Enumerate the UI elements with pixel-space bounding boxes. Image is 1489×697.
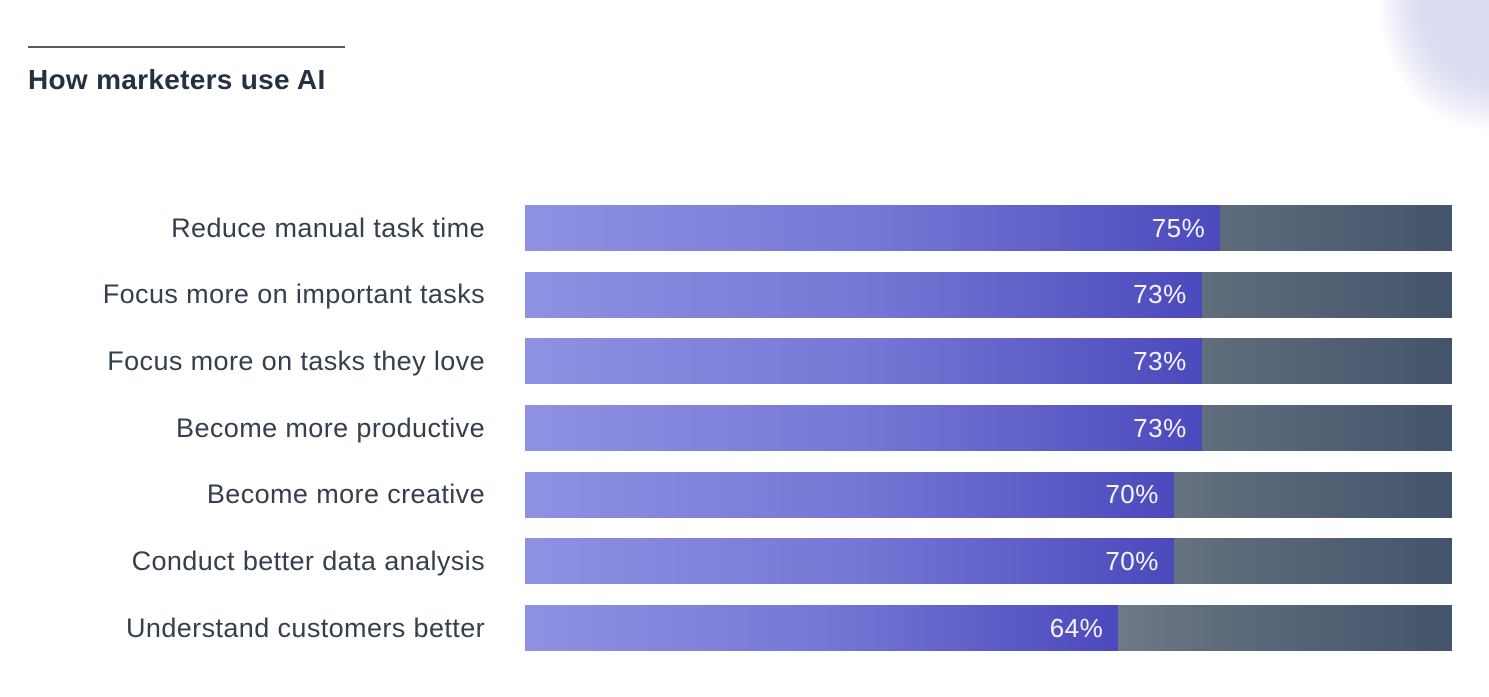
bar-track: 64%	[525, 605, 1452, 652]
bar-category-label: Reduce manual task time	[171, 212, 485, 243]
bar-track: 75%	[525, 205, 1452, 251]
title-rule	[28, 46, 345, 48]
bar-category-label: Understand customers better	[126, 612, 485, 643]
bar-value-label: 73%	[1133, 279, 1187, 310]
bar-track: 70%	[525, 471, 1452, 518]
bar-fill: 64%	[525, 605, 1119, 652]
bar-fill: 73%	[525, 405, 1202, 452]
bar-fill: 73%	[525, 271, 1202, 318]
bar-row: Understand customers better 64%	[28, 605, 1452, 652]
bar-value-label: 73%	[1133, 345, 1187, 376]
page-title: How marketers use AI	[28, 64, 326, 95]
bar-fill: 70%	[525, 538, 1174, 585]
bar-row: Conduct better data analysis 70%	[28, 538, 1452, 585]
bar-rows: Reduce manual task time 75% Focus more on …	[28, 205, 1452, 652]
bar-category-label: Become more creative	[206, 479, 485, 510]
bar-row: Become more creative 70%	[28, 471, 1452, 518]
bar-fill: 73%	[525, 338, 1202, 385]
bar-value-label: 75%	[1151, 212, 1206, 243]
bar-category-label: Focus more on tasks they love	[107, 345, 485, 376]
bar-fill: 75%	[525, 205, 1221, 251]
bar-row: Reduce manual task time 75%	[28, 205, 1452, 251]
bar-track: 73%	[525, 271, 1452, 318]
bar-value-label: 70%	[1105, 545, 1159, 576]
bar-track: 73%	[525, 405, 1452, 452]
bar-value-label: 73%	[1133, 412, 1187, 443]
bar-row: Focus more on important tasks 73%	[28, 271, 1452, 318]
bar-track: 73%	[525, 338, 1452, 385]
bar-row: Focus more on tasks they love 73%	[28, 338, 1452, 385]
bar-category-label: Focus more on important tasks	[102, 279, 485, 310]
bar-fill: 70%	[525, 471, 1174, 518]
bar-track: 70%	[525, 538, 1452, 585]
bar-category-label: Become more productive	[176, 412, 485, 443]
bar-value-label: 64%	[1049, 612, 1104, 643]
bar-value-label: 70%	[1105, 479, 1159, 510]
corner-decoration-shape	[1269, 0, 1489, 200]
bar-category-label: Conduct better data analysis	[131, 545, 485, 576]
bar-row: Become more productive 73%	[28, 405, 1452, 452]
bar-chart: Reduce manual task time 75% Focus more on …	[28, 205, 1452, 652]
